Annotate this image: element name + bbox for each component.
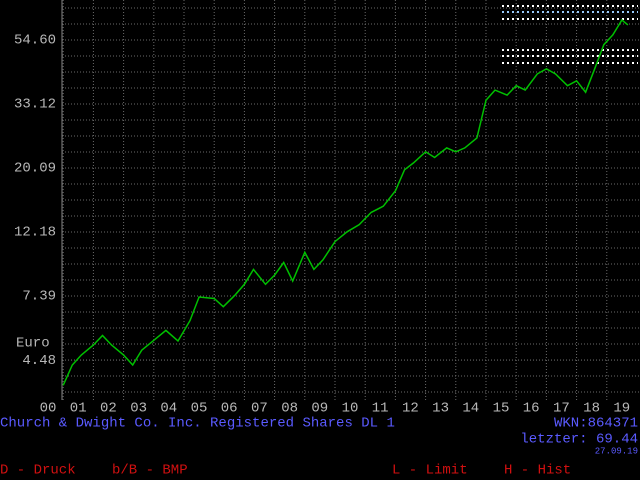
x-tick-label: 19 [613,401,630,417]
x-tick-label: 10 [342,401,359,417]
x-tick-label: 12 [402,401,419,417]
x-tick-label: 04 [160,401,177,417]
x-tick-label: 17 [553,401,570,417]
x-tick-label: 00 [40,401,57,417]
y-unit: Euro [16,336,50,352]
x-tick-label: 02 [100,401,117,417]
date: 27.09.19 [595,446,638,456]
x-tick-label: 07 [251,401,268,417]
x-tick-label: 06 [221,401,238,417]
series-name: Church & Dwight Co. Inc. Registered Shar… [0,416,395,432]
x-tick-label: 14 [462,401,479,417]
key-limit[interactable]: L - Limit [392,463,468,479]
key-hist[interactable]: H - Hist [504,463,571,479]
x-tick-label: 11 [372,401,389,417]
x-tick-label: 01 [70,401,87,417]
y-tick-label: 54.60 [14,33,56,49]
y-tick-label: 7.39 [22,289,56,305]
y-tick-label: 12.18 [14,225,56,241]
y-tick-label: 20.09 [14,161,56,177]
price-line [62,18,629,386]
x-tick-label: 09 [311,401,328,417]
x-tick-label: 05 [191,401,208,417]
x-tick-label: 08 [281,401,298,417]
x-tick-label: 18 [583,401,600,417]
y-tick-label: 33.12 [14,97,56,113]
wkn: WKN:864371 [554,416,638,432]
key-print[interactable]: D - Druck [0,463,76,479]
x-tick-label: 16 [523,401,540,417]
x-tick-label: 03 [130,401,147,417]
last-price: letzter: 69.44 [520,432,638,448]
x-tick-label: 15 [493,401,510,417]
y-tick-label: 4.48 [22,353,56,369]
x-tick-label: 13 [432,401,449,417]
key-bmp[interactable]: b/B - BMP [112,463,188,479]
